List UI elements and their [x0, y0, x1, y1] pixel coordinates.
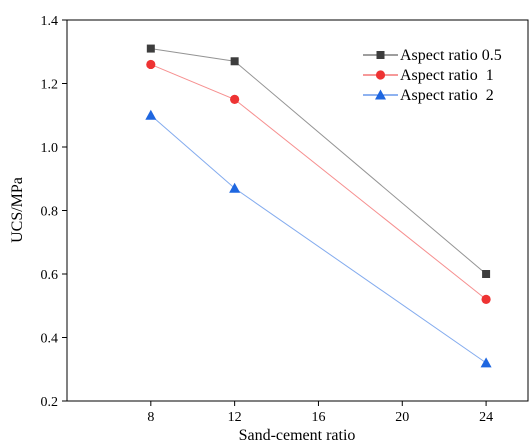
axis-ticks: 8 12 16 20 24 0.2 0.4 0.6 0.8 1.0 1.2 1.4: [41, 14, 494, 425]
legend-label-2: Aspect ratio 1: [400, 67, 494, 84]
legend-label-3: Aspect ratio 2: [400, 87, 494, 104]
x-tick-label: 12: [228, 410, 242, 425]
legend-label-1: Aspect ratio 0.5: [400, 47, 502, 64]
y-tick-label: 1.4: [41, 14, 59, 29]
data-point-1: [146, 44, 155, 53]
x-tick-label: 20: [395, 410, 409, 425]
y-tick-label: 1.0: [41, 141, 59, 156]
series-line-3: [150, 114, 487, 364]
series-layer: [145, 44, 492, 368]
y-tick-label: 0.8: [41, 205, 59, 220]
data-point-3: [145, 109, 157, 120]
y-tick-label: 0.4: [41, 332, 59, 347]
legend-marker-3: [375, 89, 386, 100]
x-tick-label: 16: [311, 410, 325, 425]
x-tick-label: 24: [479, 410, 493, 425]
y-tick-label: 1.2: [41, 78, 59, 93]
data-point-2: [146, 59, 156, 70]
data-point-3: [480, 357, 492, 368]
y-tick-label: 0.6: [41, 268, 59, 283]
x-axis-label: Sand-cement ratio: [239, 427, 356, 443]
data-point-1: [482, 270, 491, 278]
legend: Aspect ratio 0.5 Aspect ratio 1 Aspect rat…: [363, 47, 502, 104]
x-tick-label: 8: [147, 410, 154, 425]
data-point-2: [481, 294, 491, 304]
legend-marker-2: [375, 70, 386, 80]
data-point-1: [230, 57, 239, 66]
y-axis-label: UCS/MPa: [9, 177, 26, 243]
y-tick-label: 0.2: [41, 395, 59, 410]
legend-marker-1: [376, 51, 385, 59]
data-point-2: [230, 94, 240, 104]
data-point-3: [229, 182, 241, 193]
